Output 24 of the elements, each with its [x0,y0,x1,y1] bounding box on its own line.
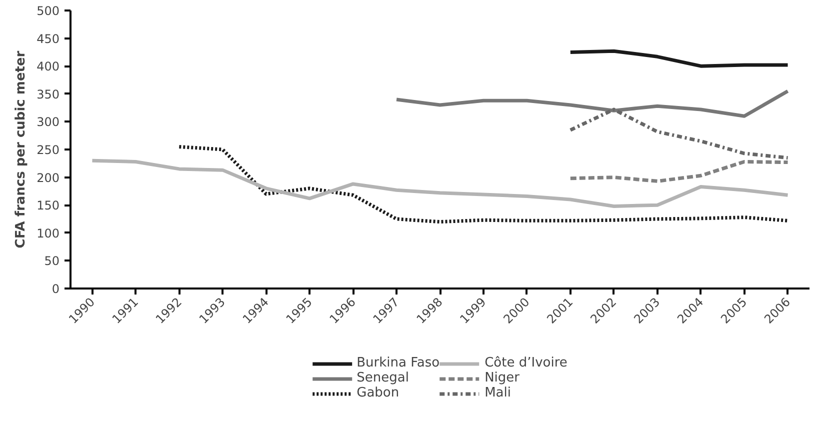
line-series [177,144,790,224]
legend-label: Burkina Faso [356,356,440,370]
line-series [394,89,790,118]
line-series [568,160,790,183]
legend-label: Senegal [356,370,409,386]
y-tick-label: 500 [36,4,60,18]
y-tick-label: 250 [36,143,60,157]
y-tick-label: 50 [44,254,60,268]
y-tick-label: 100 [36,226,60,240]
legend-label: Gabon [356,386,400,400]
y-tick-label: 300 [36,115,60,130]
y-axis-title: CFA francs per cubic meter [14,50,29,248]
legend-label: Côte d’Ivoire [484,356,568,370]
line-series [90,158,790,208]
legend-label: Mali [484,386,511,400]
y-tick-label: 200 [36,170,60,185]
line-series [568,108,790,160]
y-tick-label: 400 [36,60,60,74]
legend-label: Niger [484,370,520,386]
y-tick-label: 0 [52,282,60,296]
y-tick-label: 450 [36,32,60,46]
y-tick-label: 150 [36,198,60,213]
y-tick-label: 350 [36,87,60,102]
line-series [568,49,790,68]
